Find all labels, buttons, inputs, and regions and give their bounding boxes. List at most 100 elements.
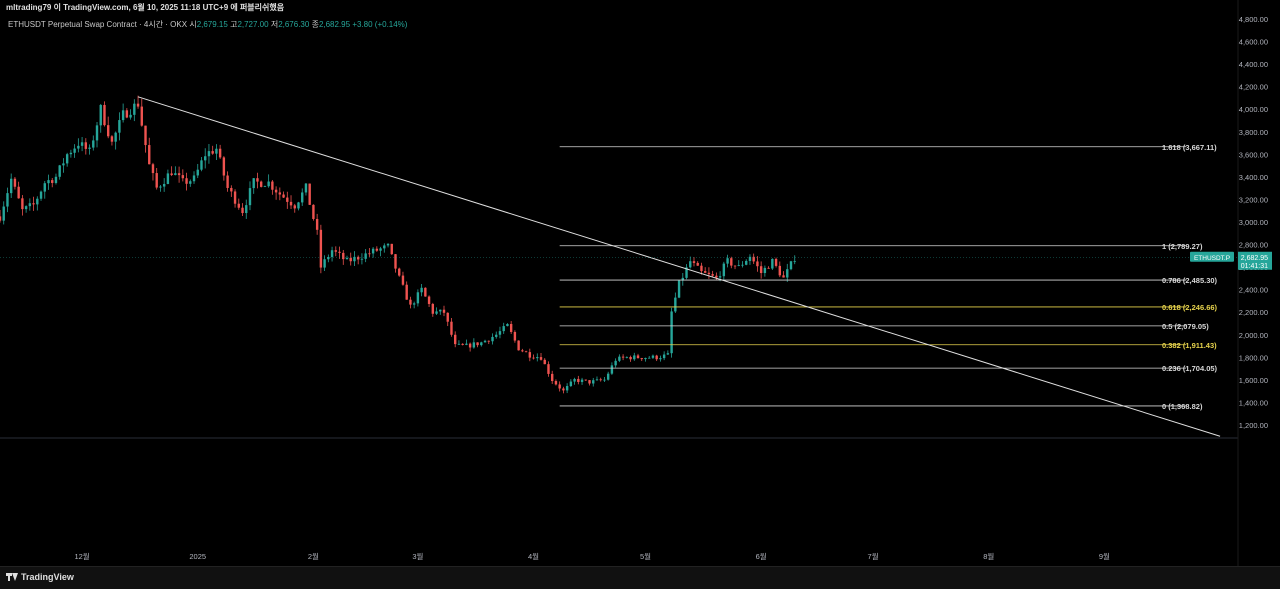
candle-body bbox=[356, 256, 360, 260]
candle-body bbox=[174, 173, 177, 176]
fib-retracement[interactable]: 1.618 (3,667.11) 1 (2,789.27) 0.786 (2,485… bbox=[559, 143, 1218, 411]
candle-body bbox=[412, 303, 416, 305]
candle-body bbox=[782, 275, 785, 278]
y-tick-label: 2,200.00 bbox=[1239, 308, 1268, 317]
candle-body bbox=[51, 180, 54, 183]
candle-body bbox=[394, 254, 397, 269]
tradingview-logo[interactable]: TradingView bbox=[6, 572, 74, 582]
candle-body bbox=[349, 257, 352, 262]
candle-body bbox=[312, 204, 315, 219]
candle-body bbox=[271, 181, 274, 190]
candle-body bbox=[69, 152, 73, 155]
candle-body bbox=[737, 265, 740, 266]
candle-body bbox=[222, 157, 226, 176]
candle-body bbox=[136, 103, 140, 107]
candle-body bbox=[379, 248, 382, 251]
candle-body bbox=[327, 256, 330, 260]
candle-body bbox=[286, 197, 289, 202]
y-tick-label: 1,800.00 bbox=[1239, 353, 1268, 362]
candle-body bbox=[461, 343, 464, 345]
y-tick-label: 4,800.00 bbox=[1239, 15, 1268, 24]
candle-body bbox=[28, 203, 32, 207]
candle-body bbox=[778, 265, 782, 276]
candle-body bbox=[245, 205, 248, 214]
candle-body bbox=[648, 357, 651, 359]
candle-body bbox=[644, 357, 647, 360]
candle-body bbox=[453, 334, 457, 345]
candle-body bbox=[390, 243, 393, 255]
trendline[interactable] bbox=[137, 96, 1221, 437]
price-axis[interactable]: 1,200.00 1,400.00 1,600.00 1,800.00 2,000.00… bbox=[1239, 15, 1268, 430]
change-value: +3.80 (+0.14%) bbox=[352, 20, 408, 29]
candle-body bbox=[621, 356, 625, 358]
y-tick-label: 3,800.00 bbox=[1239, 128, 1268, 137]
candle-body bbox=[241, 207, 244, 214]
candle-body bbox=[509, 323, 513, 332]
candle-body bbox=[763, 267, 767, 274]
candle-body bbox=[200, 160, 203, 170]
candle-body bbox=[84, 142, 88, 149]
candle-body bbox=[670, 311, 673, 354]
candle-body bbox=[401, 275, 405, 285]
candle-body bbox=[196, 169, 199, 176]
candle-body bbox=[491, 336, 494, 342]
candle-body bbox=[633, 355, 636, 360]
x-tick-label: 12월 bbox=[74, 551, 89, 561]
y-tick-label: 3,000.00 bbox=[1239, 218, 1268, 227]
candle-body bbox=[420, 287, 423, 293]
symbol-tag-bg bbox=[1190, 251, 1234, 262]
candle-body bbox=[301, 192, 304, 203]
candle-body bbox=[733, 265, 737, 267]
candle-body bbox=[457, 343, 461, 345]
candle-body bbox=[771, 258, 774, 269]
candle-body bbox=[121, 110, 125, 121]
candle-body bbox=[752, 256, 755, 262]
candle-body bbox=[722, 263, 726, 277]
candle-body bbox=[386, 243, 390, 246]
candle-body bbox=[24, 206, 28, 210]
candle-body bbox=[226, 175, 229, 188]
candle-body bbox=[524, 351, 528, 353]
y-tick-label: 3,600.00 bbox=[1239, 150, 1268, 159]
candle-body bbox=[793, 261, 796, 263]
candle-body bbox=[43, 183, 46, 192]
price-chart[interactable]: 1.618 (3,667.11) 1 (2,789.27) 0.786 (2,485… bbox=[0, 0, 1280, 566]
candle-body bbox=[177, 173, 181, 176]
candle-body bbox=[9, 178, 13, 194]
candle-body bbox=[625, 356, 629, 358]
candle-body bbox=[636, 355, 640, 359]
candle-body bbox=[375, 248, 379, 251]
candle-body bbox=[315, 218, 319, 230]
candle-body bbox=[114, 132, 117, 142]
candle-body bbox=[155, 173, 158, 188]
candle-body bbox=[342, 252, 345, 260]
candle-body bbox=[707, 272, 711, 275]
candle-body bbox=[715, 275, 718, 278]
candle-body bbox=[304, 183, 308, 193]
candle-body bbox=[151, 164, 155, 174]
candle-body bbox=[13, 178, 17, 187]
candle-body bbox=[711, 274, 714, 276]
brand-name: TradingView bbox=[21, 572, 74, 582]
candle-body bbox=[0, 216, 2, 221]
time-axis[interactable]: 12월 2025 2월 3월 4월 5월 6월 7월 8월 9월 bbox=[74, 551, 1110, 561]
candle-body bbox=[786, 269, 789, 278]
candle-body bbox=[558, 384, 561, 389]
open-value: 2,679.15 bbox=[196, 20, 228, 29]
candle-body bbox=[726, 258, 729, 264]
price-tag-value: 2,682.95 bbox=[1241, 255, 1268, 262]
candle-body bbox=[551, 373, 554, 382]
candle-body bbox=[162, 183, 166, 187]
candle-body bbox=[681, 277, 684, 281]
candle-body bbox=[125, 110, 129, 118]
y-tick-label: 2,800.00 bbox=[1239, 241, 1268, 250]
candle-body bbox=[618, 356, 621, 361]
symbol-title[interactable]: ETHUSDT Perpetual Swap Contract · 4시간 · … bbox=[8, 20, 188, 29]
candle-body bbox=[435, 311, 438, 314]
candle-body bbox=[21, 198, 24, 210]
candle-body bbox=[166, 173, 170, 184]
candle-body bbox=[483, 340, 487, 343]
y-tick-label: 1,600.00 bbox=[1239, 376, 1268, 385]
candle-body bbox=[565, 386, 569, 391]
candle-body bbox=[569, 381, 573, 387]
